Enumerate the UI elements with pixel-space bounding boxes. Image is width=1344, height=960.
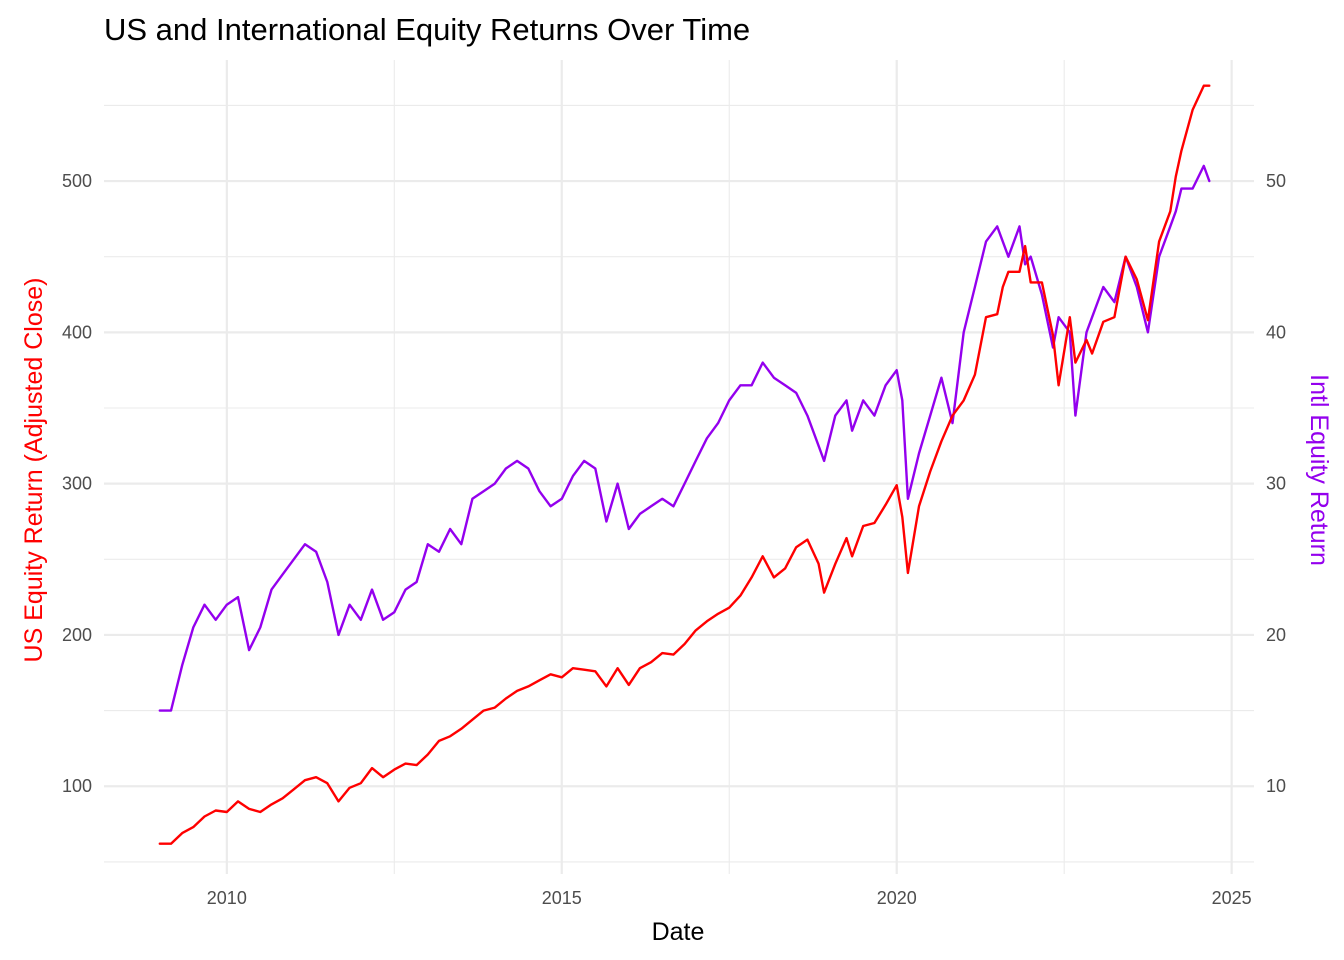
y2-tick-label: 20 [1266, 625, 1286, 645]
y-tick-label: 200 [62, 625, 92, 645]
series-lines [158, 84, 1211, 845]
y2-tick-label: 30 [1266, 474, 1286, 494]
x-tick-label: 2025 [1212, 888, 1252, 908]
intl-equity-line [158, 164, 1211, 712]
us-equity-line [158, 84, 1211, 845]
y2-axis-title: Intl Equity Return [1305, 374, 1333, 566]
chart-title: US and International Equity Returns Over… [104, 12, 750, 47]
y-tick-label: 400 [62, 322, 92, 342]
y-tick-label: 500 [62, 171, 92, 191]
y2-tick-label: 10 [1266, 776, 1286, 796]
y-axis-title: US Equity Return (Adjusted Close) [20, 278, 48, 663]
x-tick-label: 2020 [877, 888, 917, 908]
y-tick-label: 100 [62, 776, 92, 796]
tick-labels: 2010 2015 2020 2025 100 200 300 400 500 10 20 30 40 5… [62, 171, 1286, 908]
x-tick-label: 2015 [542, 888, 582, 908]
y-tick-label: 300 [62, 474, 92, 494]
y2-tick-label: 40 [1266, 322, 1286, 342]
y2-tick-label: 50 [1266, 171, 1286, 191]
x-axis-title: Date [652, 918, 705, 946]
x-tick-label: 2010 [207, 888, 247, 908]
gridlines [104, 60, 1254, 874]
